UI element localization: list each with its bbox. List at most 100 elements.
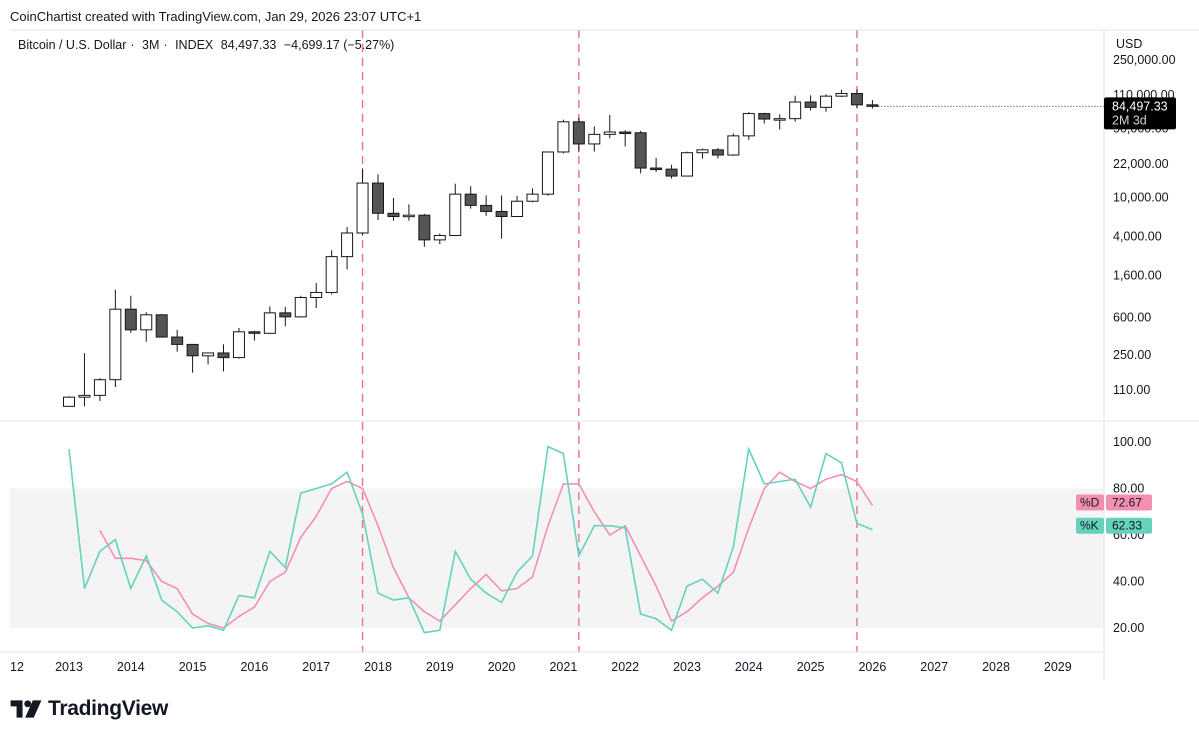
candle: [217, 344, 230, 372]
candle: [402, 204, 415, 221]
time-axis-label: 2021: [549, 660, 577, 674]
tradingview-logo-icon: [10, 700, 42, 718]
chart-attribution: CoinChartist created with TradingView.co…: [10, 9, 422, 24]
candle-body: [572, 121, 585, 145]
candle: [310, 282, 323, 309]
candle-body: [186, 343, 199, 357]
time-axis-label: 2022: [611, 660, 639, 674]
candle: [634, 130, 647, 174]
candle-body: [742, 113, 755, 137]
candle-body: [155, 314, 168, 338]
stoch-d-badge: %D 72.67: [1076, 494, 1152, 511]
time-axis-label: 2028: [982, 660, 1010, 674]
candle-body: [758, 113, 771, 120]
candle-body: [171, 336, 184, 345]
candle-body: [804, 101, 817, 108]
candle: [681, 151, 693, 177]
candle: [78, 353, 91, 407]
bar-countdown: 2M 3d: [1112, 113, 1147, 127]
candle: [202, 352, 215, 365]
candle-body: [480, 204, 493, 212]
candle: [758, 112, 771, 124]
price-axis-tick: 600.00: [1113, 311, 1151, 325]
candle: [789, 95, 802, 122]
candle-body: [433, 235, 446, 241]
time-axis-label: 2023: [673, 660, 701, 674]
time-axis-label: 2014: [117, 660, 145, 674]
candle: [109, 289, 122, 388]
candle-body: [634, 132, 647, 169]
candle: [866, 100, 879, 109]
candle: [372, 174, 384, 220]
candle: [835, 89, 848, 98]
candle-body: [356, 182, 369, 234]
footer-brand: TradingView: [48, 697, 169, 720]
candle-body: [325, 256, 338, 293]
candle: [464, 186, 477, 209]
candle-body: [619, 131, 632, 135]
symbol-name[interactable]: Bitcoin / U.S. Dollar: [18, 38, 127, 52]
candle: [63, 396, 75, 407]
oscillator-axis-tick: 40.00: [1113, 575, 1144, 589]
candle-body: [588, 133, 601, 145]
candle: [526, 188, 539, 203]
candle: [356, 168, 369, 236]
candle-body: [696, 149, 709, 154]
candle: [140, 312, 153, 342]
candle: [665, 164, 678, 179]
candle: [418, 213, 431, 247]
candle-body: [124, 308, 137, 331]
stoch-k-badge-value: 62.33: [1112, 519, 1142, 533]
candle: [171, 329, 184, 352]
stoch-k-badge-value-bg: [1106, 517, 1152, 534]
candle-body: [727, 135, 740, 156]
candle: [850, 89, 863, 109]
price-chart[interactable]: USD250,000.00110,000.0050,000.0022,000.0…: [0, 0, 1199, 690]
candle-body: [541, 151, 554, 195]
candle: [711, 148, 724, 159]
time-axis-label: 2020: [488, 660, 516, 674]
symbol-exchange: INDEX: [175, 38, 214, 52]
candle-body: [78, 394, 91, 398]
candle-body: [449, 193, 462, 237]
time-axis-label: 2017: [302, 660, 330, 674]
candle-body: [495, 210, 508, 217]
time-axis-label: 2019: [426, 660, 454, 674]
candle: [433, 233, 446, 245]
stoch-k-badge-label-bg: [1076, 517, 1104, 534]
time-axis-label: 2026: [858, 660, 886, 674]
stoch-d-badge-value-bg: [1106, 494, 1152, 511]
candle: [742, 112, 755, 140]
candle: [804, 95, 817, 111]
candle-body: [835, 93, 848, 97]
candle-body: [372, 182, 384, 214]
candle-body: [789, 101, 802, 120]
stoch-k-line: [68, 445, 873, 634]
candle-body: [402, 214, 415, 218]
candle: [511, 195, 524, 217]
time-axis-label: 12: [10, 660, 24, 674]
time-axis-label: 2027: [920, 660, 948, 674]
symbol-interval[interactable]: 3M: [142, 38, 160, 52]
last-price-badge: [1104, 97, 1176, 130]
time-axis-label: 2013: [55, 660, 83, 674]
candle-body: [310, 291, 323, 298]
candle-body: [665, 168, 678, 177]
time-axis-label: 2018: [364, 660, 392, 674]
candle-body: [202, 352, 215, 357]
candle-body: [248, 331, 261, 334]
candle-body: [63, 396, 75, 407]
oscillator-axis-tick: 80.00: [1113, 482, 1144, 496]
stoch-d-badge-label-bg: [1076, 494, 1104, 511]
price-axis-tick: 4,000.00: [1113, 230, 1162, 244]
candle: [155, 314, 168, 338]
candle: [186, 343, 199, 373]
symbol-legend: Bitcoin / U.S. Dollar · 3M · INDEX 84,497.…: [18, 38, 395, 52]
candle-body: [511, 200, 524, 217]
candle: [541, 151, 554, 196]
candle-body: [820, 95, 833, 108]
candle-body: [279, 312, 292, 318]
candle-body: [850, 93, 863, 106]
candle-body: [109, 308, 122, 381]
candle-body: [294, 296, 307, 318]
